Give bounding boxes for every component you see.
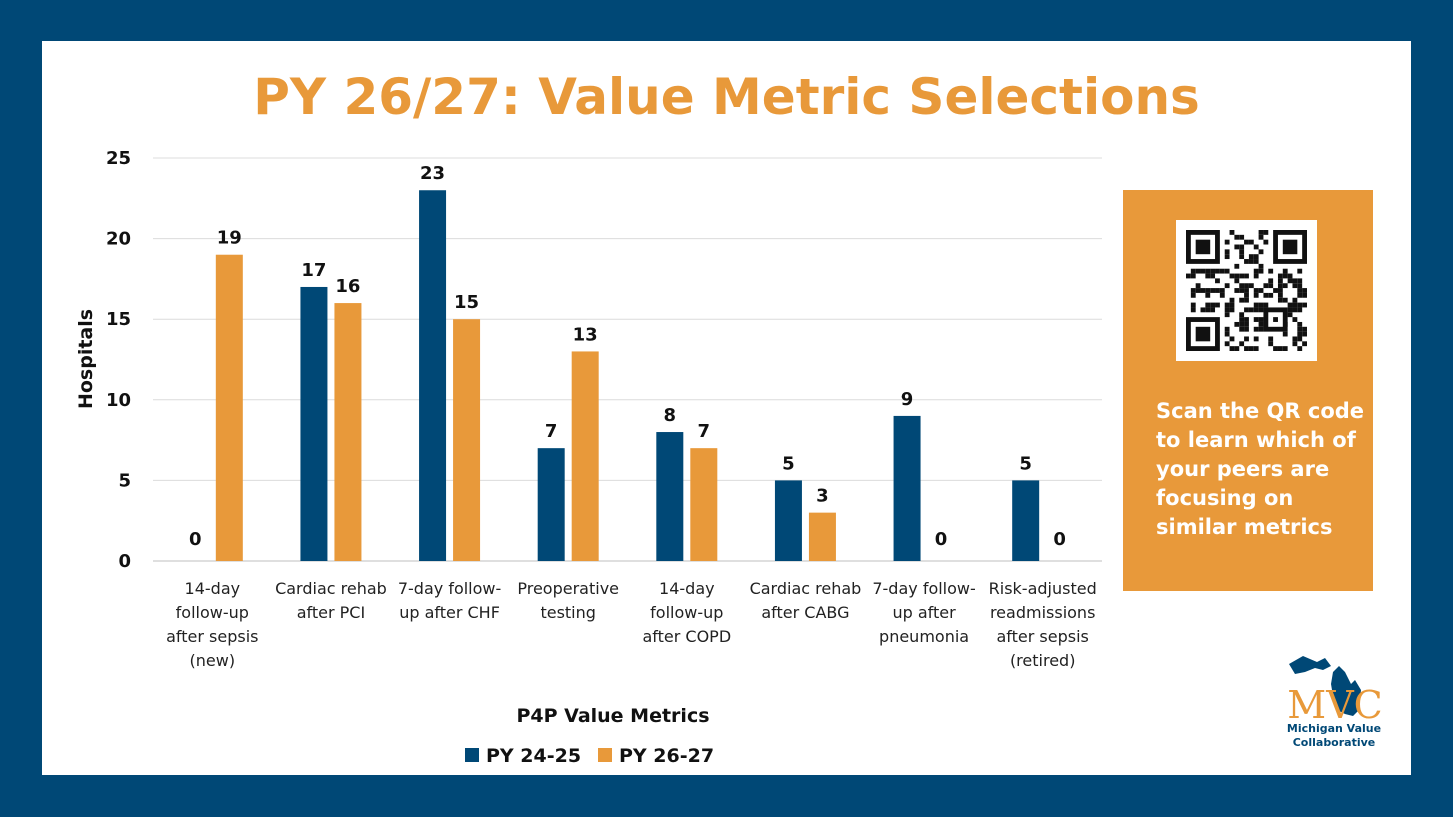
bar-py-26-27	[690, 448, 718, 561]
category-label: Cardiac rehab after CABG	[750, 579, 862, 622]
mvc-logo: MVC	[1287, 656, 1383, 727]
qr-instructions: Scan the QR code to learn which of your …	[1156, 399, 1365, 539]
y-axis-title: Hospitals	[75, 309, 97, 409]
logo-mark: MVC	[1287, 683, 1382, 727]
category-label: Preoperative testing	[517, 579, 619, 622]
data-label: 19	[217, 228, 242, 249]
data-label: 7	[545, 421, 558, 442]
data-label: 3	[816, 486, 829, 507]
bar-py-26-27	[334, 303, 362, 561]
data-label: 5	[1019, 453, 1032, 474]
data-label: 16	[335, 276, 360, 297]
category-label: Cardiac rehab after PCI	[275, 579, 387, 622]
bar-py-24-25	[300, 286, 328, 561]
category-label: 14-day follow-up after COPD	[642, 579, 731, 646]
qr-code-icon[interactable]	[1176, 220, 1317, 361]
bar-py-24-25	[774, 480, 802, 561]
bar-py-24-25	[1012, 480, 1040, 561]
data-label: 5	[782, 453, 795, 474]
y-tick-label: 0	[118, 551, 131, 572]
category-label: 14-day follow-up after sepsis (new)	[166, 579, 258, 670]
y-tick-label: 15	[106, 309, 131, 330]
legend: PY 24-25 PY 26-27	[465, 745, 714, 767]
bar-py-24-25	[537, 448, 565, 561]
y-tick-label: 20	[106, 229, 131, 250]
bar-py-26-27	[453, 319, 481, 561]
legend-label: PY 24-25	[486, 745, 581, 767]
legend-swatch	[598, 748, 612, 762]
logo-caption-line-2: Collaborative	[1292, 736, 1376, 749]
category-label: 7-day follow-up after CHF	[398, 579, 501, 622]
qr-panel: Scan the QR code to learn which of your …	[1123, 190, 1373, 591]
legend-label: PY 26-27	[619, 745, 714, 767]
category-label: Risk-adjusted readmissions after sepsis (re…	[989, 579, 1097, 670]
data-label: 9	[901, 389, 914, 410]
category-label: 7-day follow-up after pneumonia	[872, 579, 975, 646]
data-label: 17	[301, 260, 326, 281]
data-label: 0	[935, 529, 948, 550]
gridlines	[153, 157, 1102, 562]
bar-py-24-25	[893, 415, 921, 561]
bar-py-26-27	[808, 512, 836, 561]
bar-py-26-27	[571, 351, 599, 561]
data-label: 0	[189, 529, 202, 550]
bar-py-24-25	[419, 190, 447, 562]
data-label: 7	[698, 421, 711, 442]
y-tick-label: 25	[106, 148, 131, 169]
legend-swatch	[465, 748, 479, 762]
data-label: 23	[420, 163, 445, 184]
chart-title: PY 26/27: Value Metric Selections	[253, 68, 1200, 126]
data-label: 8	[664, 405, 677, 426]
x-axis-title: P4P Value Metrics	[516, 705, 709, 727]
data-label: 0	[1053, 529, 1066, 550]
bar-py-24-25	[656, 432, 684, 561]
logo-caption-line-1: Michigan Value	[1286, 722, 1382, 735]
y-tick-label: 10	[106, 390, 131, 411]
y-axis-ticks: 0 5 10 15 20 25	[106, 148, 131, 572]
bars	[215, 190, 1040, 562]
bar-py-26-27	[215, 254, 243, 561]
michigan-map-icon	[1289, 656, 1361, 716]
data-label: 13	[573, 324, 598, 345]
category-labels: 14-day follow-up after sepsis (new) Cardiac …	[166, 579, 1097, 670]
y-tick-label: 5	[118, 470, 131, 491]
qr-code-pattern	[1186, 230, 1307, 351]
logo-caption: Michigan Value Collaborative	[1261, 722, 1407, 750]
data-label: 15	[454, 292, 479, 313]
